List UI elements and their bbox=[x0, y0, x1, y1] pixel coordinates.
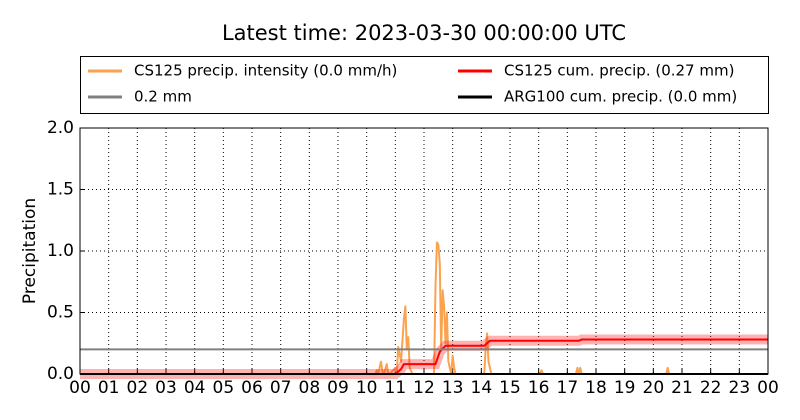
y-tick-label: 1.0 bbox=[47, 241, 74, 261]
x-tick-label: 00 bbox=[757, 378, 779, 398]
y-tick-label: 1.5 bbox=[47, 180, 74, 200]
x-tick-label: 11 bbox=[385, 378, 407, 398]
x-tick-label: 04 bbox=[184, 378, 206, 398]
y-axis-label: Precipitation bbox=[20, 198, 40, 304]
x-tick-label: 12 bbox=[413, 378, 435, 398]
x-tick-label: 20 bbox=[643, 378, 665, 398]
chart-title: Latest time: 2023-03-30 00:00:00 UTC bbox=[222, 21, 626, 45]
x-tick-label: 05 bbox=[213, 378, 235, 398]
y-tick-label: 0.5 bbox=[47, 303, 74, 323]
legend-label: 0.2 mm bbox=[134, 88, 192, 106]
legend-label: CS125 precip. intensity (0.0 mm/h) bbox=[134, 62, 397, 80]
x-tick-label: 18 bbox=[585, 378, 607, 398]
x-tick-label: 10 bbox=[356, 378, 378, 398]
x-tick-label: 17 bbox=[557, 378, 579, 398]
x-tick-label: 13 bbox=[442, 378, 464, 398]
x-tick-label: 21 bbox=[671, 378, 693, 398]
legend-label: ARG100 cum. precip. (0.0 mm) bbox=[504, 88, 737, 106]
x-tick-label: 06 bbox=[241, 378, 263, 398]
x-tick-label: 02 bbox=[127, 378, 149, 398]
x-tick-label: 22 bbox=[700, 378, 722, 398]
legend-box bbox=[80, 56, 769, 114]
x-tick-label: 09 bbox=[327, 378, 349, 398]
x-tick-label: 00 bbox=[69, 378, 91, 398]
x-tick-label: 23 bbox=[729, 378, 751, 398]
x-tick-label: 14 bbox=[471, 378, 493, 398]
x-tick-label: 07 bbox=[270, 378, 292, 398]
plot-frame bbox=[79, 127, 769, 375]
legend-label: CS125 cum. precip. (0.27 mm) bbox=[504, 62, 734, 80]
x-tick-label: 03 bbox=[155, 378, 177, 398]
x-tick-label: 15 bbox=[499, 378, 521, 398]
x-tick-label: 01 bbox=[98, 378, 120, 398]
x-tick-label: 16 bbox=[528, 378, 550, 398]
x-tick-label: 19 bbox=[614, 378, 636, 398]
y-tick-label: 0.0 bbox=[47, 364, 74, 384]
y-tick-label: 2.0 bbox=[47, 118, 74, 138]
x-tick-label: 08 bbox=[299, 378, 321, 398]
